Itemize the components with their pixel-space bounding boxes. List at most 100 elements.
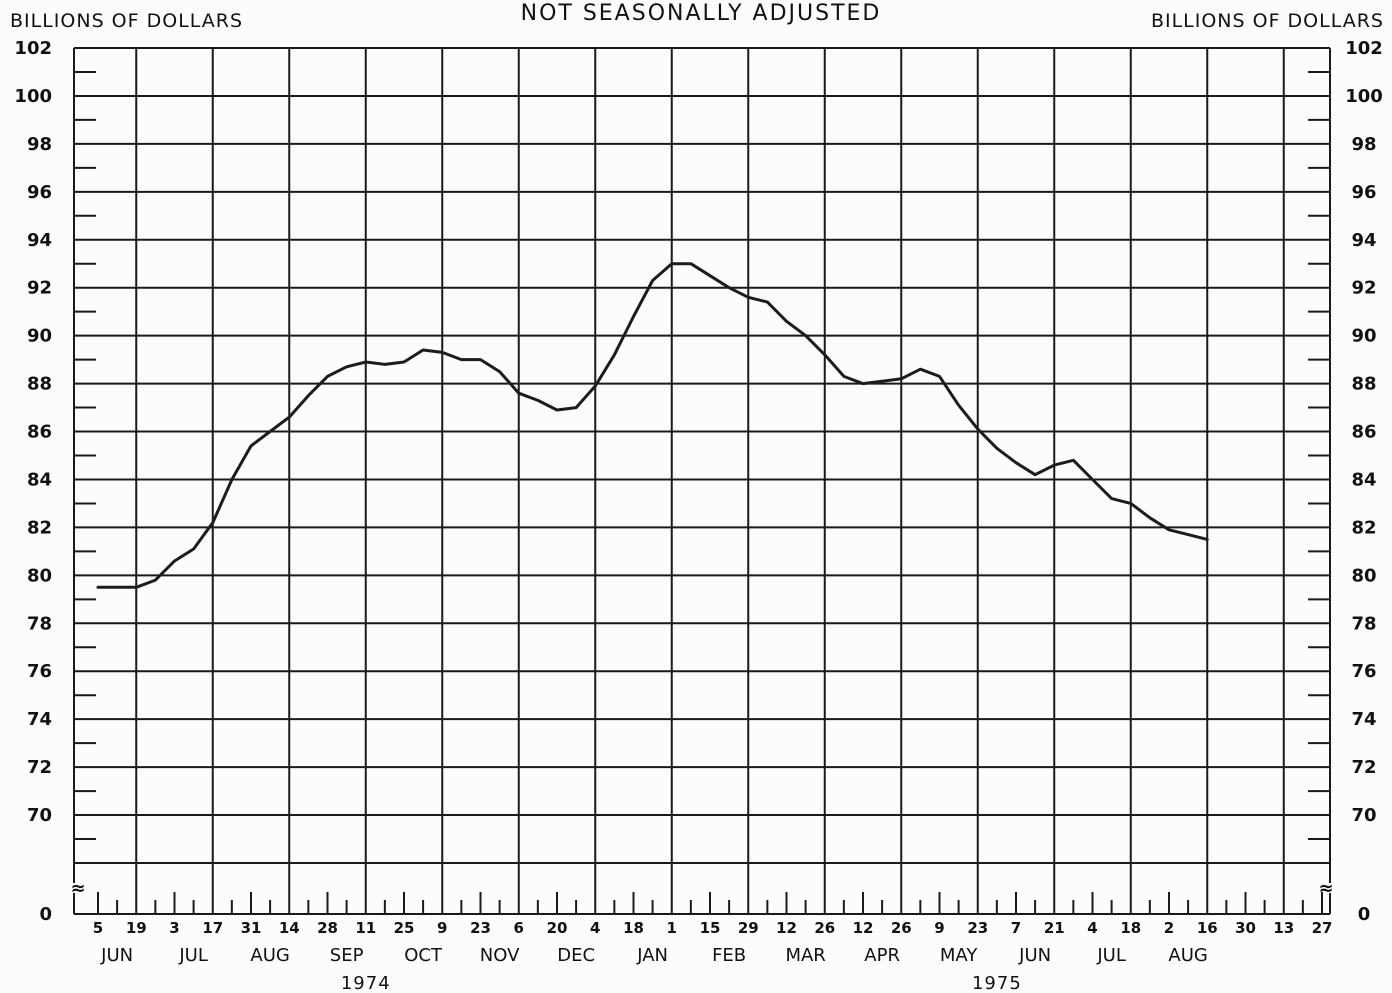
x-month-label: AUG [250, 945, 289, 966]
y-tick-label-left: 78 [27, 613, 52, 634]
y-tick-label-left: 74 [27, 709, 52, 730]
y-tick-label-right: 98 [1351, 134, 1376, 155]
y-tick-label-right: 72 [1351, 757, 1376, 778]
y-tick-label-left: 84 [27, 469, 52, 490]
x-tick-label: 19 [126, 919, 147, 937]
x-tick-label: 23 [967, 919, 988, 937]
x-year-label: 1974 [341, 973, 391, 993]
y-tick-label-left: 100 [14, 86, 52, 107]
x-tick-label: 14 [279, 919, 300, 937]
x-month-label: JUL [178, 945, 208, 966]
x-tick-label: 5 [93, 919, 103, 937]
x-tick-label: 28 [317, 919, 338, 937]
x-tick-label: 6 [514, 919, 524, 937]
y-tick-label-left: 70 [27, 805, 52, 826]
x-month-label: JAN [636, 945, 668, 966]
axis-break-mark-left: ≈ [70, 878, 85, 899]
y-tick-label-right: 102 [1345, 38, 1383, 59]
x-tick-label: 26 [891, 919, 912, 937]
y-tick-label-right: 74 [1351, 709, 1376, 730]
y-tick-label-right: 80 [1351, 565, 1376, 586]
y-tick-label-right: 96 [1351, 182, 1376, 203]
x-month-label: JUN [100, 945, 133, 966]
x-axis: 5 19 3 17 31 14 28 11 25 9 23 6 20 4 18 1 15 29 12 26 12 26 9 2… [93, 919, 1333, 993]
x-month-label: JUN [1018, 945, 1051, 966]
y-tick-label-left: 0 [39, 904, 52, 925]
series-line [96, 262, 1209, 589]
y-tick-label-left: 96 [27, 182, 52, 203]
y-tick-label-right: 82 [1351, 517, 1376, 538]
x-tick-label: 16 [1197, 919, 1218, 937]
axis-break-mark-right: ≈ [1318, 878, 1333, 899]
y-tick-label-right: 76 [1351, 661, 1376, 682]
x-month-label: MAY [940, 945, 978, 966]
chart-title: NOT SEASONALLY ADJUSTED [521, 1, 882, 26]
y-tick-label-left: 94 [27, 230, 52, 251]
y-tick-label-right: 88 [1351, 374, 1376, 395]
y-tick-label-left: 86 [27, 422, 52, 443]
x-tick-label: 27 [1312, 919, 1333, 937]
y-tick-label-right: 84 [1351, 469, 1376, 490]
x-tick-label: 30 [1235, 919, 1256, 937]
x-year-label: 1975 [972, 973, 1022, 993]
x-month-label: OCT [404, 945, 443, 966]
x-tick-label: 9 [437, 919, 447, 937]
y-axis-label-left: BILLIONS OF DOLLARS [10, 10, 243, 32]
y-tick-label-left: 88 [27, 374, 52, 395]
y-axis-label-right: BILLIONS OF DOLLARS [1151, 10, 1384, 32]
x-month-label: FEB [712, 945, 746, 966]
x-tick-label: 18 [623, 919, 644, 937]
x-tick-label: 9 [934, 919, 944, 937]
x-tick-label: 29 [738, 919, 759, 937]
y-tick-label-right: 94 [1351, 230, 1376, 251]
x-tick-label: 21 [1044, 919, 1065, 937]
y-tick-label-right: 86 [1351, 422, 1376, 443]
x-tick-label: 2 [1164, 919, 1174, 937]
y-tick-label-right: 90 [1351, 326, 1376, 347]
y-tick-label-left: 82 [27, 517, 52, 538]
x-tick-label: 4 [590, 919, 600, 937]
y-tick-label-right: 70 [1351, 805, 1376, 826]
axis-break-gap-left [70, 883, 78, 893]
x-month-label: SEP [330, 945, 364, 966]
y-tick-label-right: 0 [1358, 904, 1371, 925]
y-tick-label-left: 102 [14, 38, 52, 59]
x-month-label: AUG [1168, 945, 1207, 966]
y-tick-label-right: 78 [1351, 613, 1376, 634]
y-tick-label-left: 80 [27, 565, 52, 586]
grid [70, 47, 1334, 915]
x-tick-label: 13 [1273, 919, 1294, 937]
x-tick-label: 7 [1011, 919, 1021, 937]
x-tick-label: 18 [1120, 919, 1141, 937]
y-tick-label-right: 100 [1345, 86, 1383, 107]
x-tick-label: 17 [202, 919, 223, 937]
y-axis: 0 0 70 70 72 72 74 74 76 76 78 78 80 80 82 82 84 84 86 86 88… [14, 38, 1382, 925]
x-tick-label: 11 [355, 919, 376, 937]
x-tick-label: 12 [853, 919, 874, 937]
x-month-label: APR [864, 945, 900, 966]
x-tick-label: 23 [470, 919, 491, 937]
y-tick-label-left: 92 [27, 278, 52, 299]
y-tick-label-left: 98 [27, 134, 52, 155]
x-month-label: MAR [785, 945, 825, 966]
y-tick-label-left: 90 [27, 326, 52, 347]
x-tick-label: 20 [547, 919, 568, 937]
x-tick-label: 26 [814, 919, 835, 937]
axis-break-gap-right [1326, 883, 1334, 893]
x-tick-label: 15 [700, 919, 721, 937]
x-tick-label: 4 [1087, 919, 1097, 937]
x-tick-label: 25 [394, 919, 415, 937]
x-tick-label: 12 [776, 919, 797, 937]
x-tick-label: 1 [667, 919, 677, 937]
x-tick-label: 3 [169, 919, 179, 937]
x-month-label: NOV [480, 945, 520, 966]
y-tick-label-right: 92 [1351, 278, 1376, 299]
x-month-label: JUL [1096, 945, 1126, 966]
y-tick-label-left: 72 [27, 757, 52, 778]
x-month-label: DEC [557, 945, 595, 966]
x-tick-label: 31 [241, 919, 262, 937]
data-series [96, 262, 1209, 589]
y-tick-label-left: 76 [27, 661, 52, 682]
